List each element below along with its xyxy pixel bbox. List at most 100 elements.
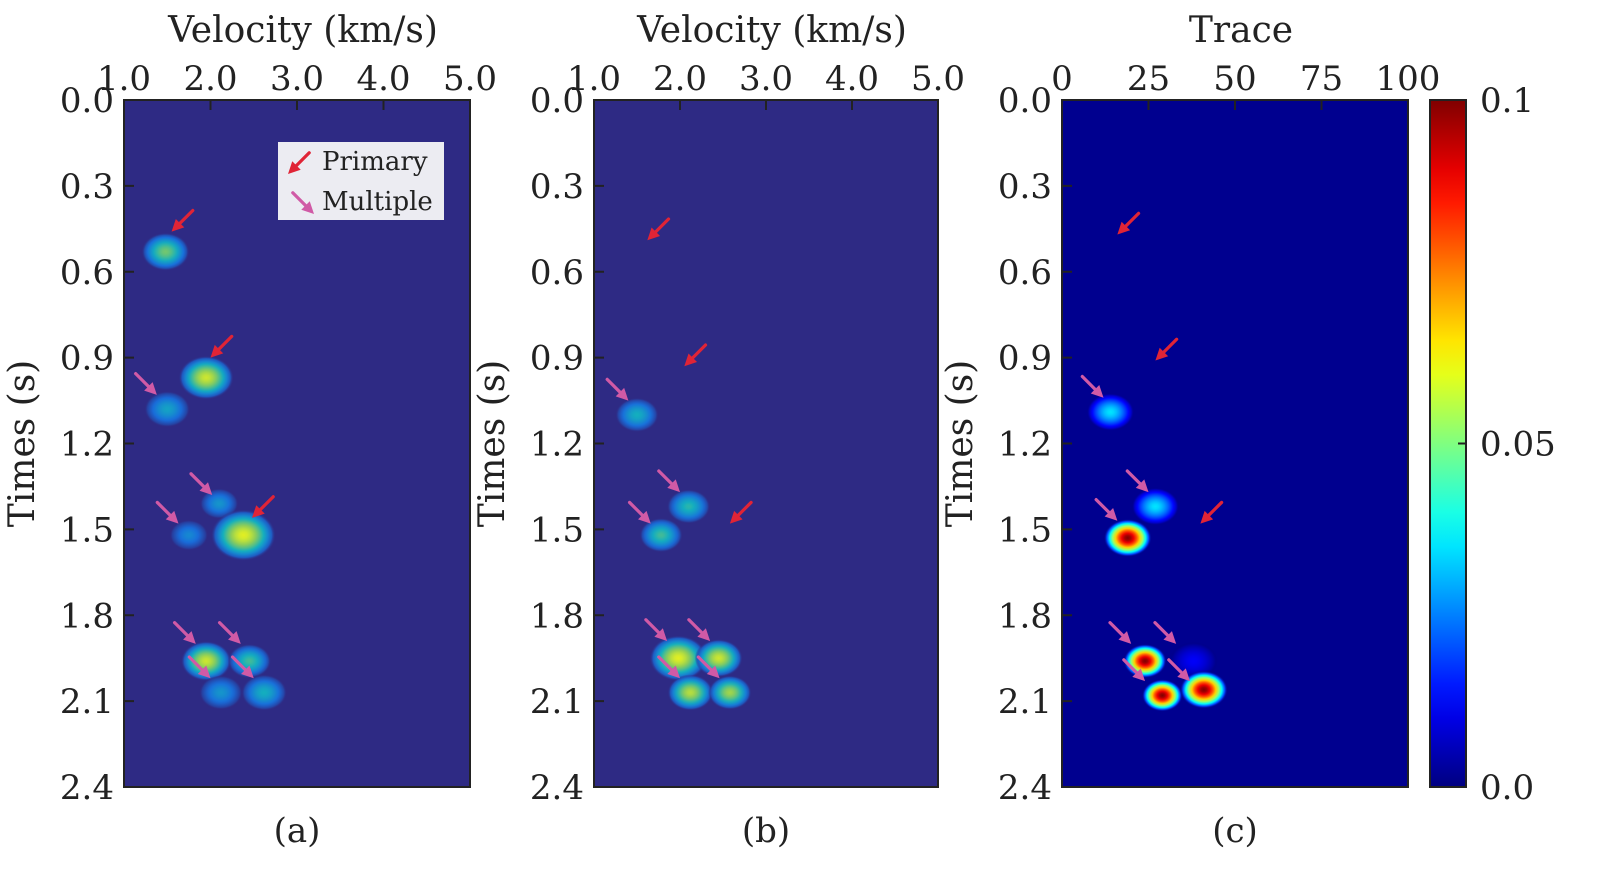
heatmap-blob — [1086, 393, 1135, 432]
primary-arrow — [684, 343, 708, 367]
y-tick-label: 2.1 — [530, 682, 584, 722]
heatmap-blob — [639, 518, 683, 553]
x-tick-label: 1.0 — [97, 59, 151, 99]
panel-label: (c) — [1212, 811, 1258, 851]
colorbar-tick-label: 0.1 — [1480, 81, 1534, 121]
x-tick-label: 2.0 — [653, 59, 707, 99]
y-tick-label: 1.8 — [998, 596, 1052, 636]
multiple-arrow — [1080, 374, 1104, 398]
colorbar-tick-label: 0.05 — [1480, 425, 1556, 465]
y-axis-title: Times (s) — [472, 360, 513, 527]
x-tick-label: 5.0 — [443, 59, 497, 99]
multiple-arrow — [291, 191, 314, 214]
heatmap-blob — [667, 674, 714, 711]
y-tick-label: 0.3 — [60, 167, 114, 207]
plot-background — [594, 100, 938, 787]
colorbar-tick-label: 0.0 — [1480, 768, 1534, 808]
heatmap-blob — [1103, 518, 1152, 557]
multiple-arrow — [1094, 497, 1118, 521]
y-tick-label: 2.4 — [998, 768, 1052, 808]
multiple-arrow — [687, 618, 711, 642]
heatmap-blob — [227, 643, 272, 679]
x-axis-title: Velocity (km/s) — [167, 10, 438, 51]
x-tick-label: 4.0 — [825, 59, 879, 99]
primary-arrow — [171, 208, 195, 232]
x-tick-label: 3.0 — [739, 59, 793, 99]
y-tick-label: 2.4 — [530, 768, 584, 808]
multiple-arrow — [605, 377, 629, 401]
legend-entry-primary: Primary — [322, 147, 428, 177]
x-tick-label: 4.0 — [356, 59, 410, 99]
y-tick-label: 0.3 — [530, 167, 584, 207]
primary-arrow — [252, 495, 275, 518]
heatmap-blob — [241, 674, 287, 711]
multiple-arrow — [627, 500, 651, 524]
heatmap-blob — [144, 391, 191, 428]
y-tick-label: 2.1 — [998, 682, 1052, 722]
multiple-arrow — [696, 655, 720, 679]
heatmap-blob — [708, 675, 752, 710]
multiple-arrow — [189, 472, 213, 496]
heatmap-blobs — [141, 232, 287, 711]
heatmap-blob — [1141, 679, 1183, 712]
y-tick-label: 1.8 — [530, 596, 584, 636]
x-tick-label: 0 — [1051, 59, 1073, 99]
multiple-arrow — [1125, 469, 1149, 493]
multiple-arrow — [155, 500, 179, 524]
multiple-arrow — [1122, 658, 1146, 682]
primary-arrow — [729, 500, 753, 524]
x-axis-title: Velocity (km/s) — [636, 10, 907, 51]
y-tick-label: 0.6 — [998, 253, 1052, 293]
panel-label: (b) — [742, 811, 790, 851]
multiple-arrow — [187, 655, 211, 679]
x-tick-label: 100 — [1376, 59, 1441, 99]
heatmap-blob — [210, 509, 276, 561]
primary-arrow — [1117, 211, 1141, 235]
annotation-arrows — [134, 208, 275, 679]
multiple-arrow — [1167, 658, 1191, 682]
annotation-arrows — [1080, 211, 1224, 682]
y-tick-label: 0.6 — [60, 253, 114, 293]
x-tick-label: 2.0 — [183, 59, 237, 99]
multiple-arrow — [657, 655, 680, 679]
multiple-arrow — [217, 621, 241, 644]
heatmap-blob — [1131, 487, 1180, 526]
y-tick-label: 1.5 — [998, 510, 1052, 550]
colorbar: 0.1 0.05 0.0 — [1429, 81, 1556, 808]
y-tick-label: 0.6 — [530, 253, 584, 293]
heatmap-blob — [169, 519, 209, 551]
heatmap-blob — [1179, 670, 1228, 709]
legend-entry-multiple: Multiple — [322, 187, 433, 217]
y-tick-label: 1.5 — [530, 510, 584, 550]
primary-arrow — [647, 217, 671, 241]
primary-arrow — [1155, 337, 1179, 361]
y-tick-label: 2.4 — [60, 768, 114, 808]
heatmap-blob — [199, 675, 243, 710]
panel-c: 0 25 50 75 100 0.0 0.3 0.6 0.9 1.2 1.5 1.8 2.1 2.4 Tra… — [940, 10, 1440, 851]
panel-label: (a) — [274, 811, 321, 851]
x-tick-label: 75 — [1300, 59, 1343, 99]
y-tick-label: 1.8 — [60, 596, 114, 636]
y-tick-label: 0.0 — [530, 81, 584, 121]
x-tick-label: 25 — [1127, 59, 1170, 99]
y-tick-label: 1.2 — [998, 425, 1052, 465]
heatmap-blob — [694, 639, 743, 678]
y-tick-label: 1.5 — [60, 510, 114, 550]
heatmap-blobs — [615, 397, 752, 711]
y-tick-label: 0.0 — [998, 81, 1052, 121]
panel-a: 1.0 2.0 3.0 4.0 5.0 0.0 0.3 0.6 0.9 1.2 1.5 1.8 2.1 2… — [2, 10, 497, 851]
y-tick-label: 1.2 — [530, 425, 584, 465]
panel-b: 1.0 2.0 3.0 4.0 5.0 0.0 0.3 0.6 0.9 1.2 1.5 1.8 2.1 2… — [472, 10, 965, 851]
heatmap-blob — [649, 635, 708, 681]
heatmap-blob — [141, 232, 190, 271]
annotation-arrows — [605, 217, 753, 679]
x-tick-label: 1.0 — [567, 59, 621, 99]
multiple-arrow — [657, 469, 680, 493]
legend: Primary Multiple — [278, 142, 444, 220]
primary-arrow — [1200, 500, 1224, 524]
x-tick-label: 50 — [1213, 59, 1256, 99]
y-tick-label: 0.9 — [998, 339, 1052, 379]
multiple-arrow — [644, 618, 668, 642]
multiple-arrow — [1108, 621, 1132, 644]
multiple-arrow — [134, 372, 157, 395]
